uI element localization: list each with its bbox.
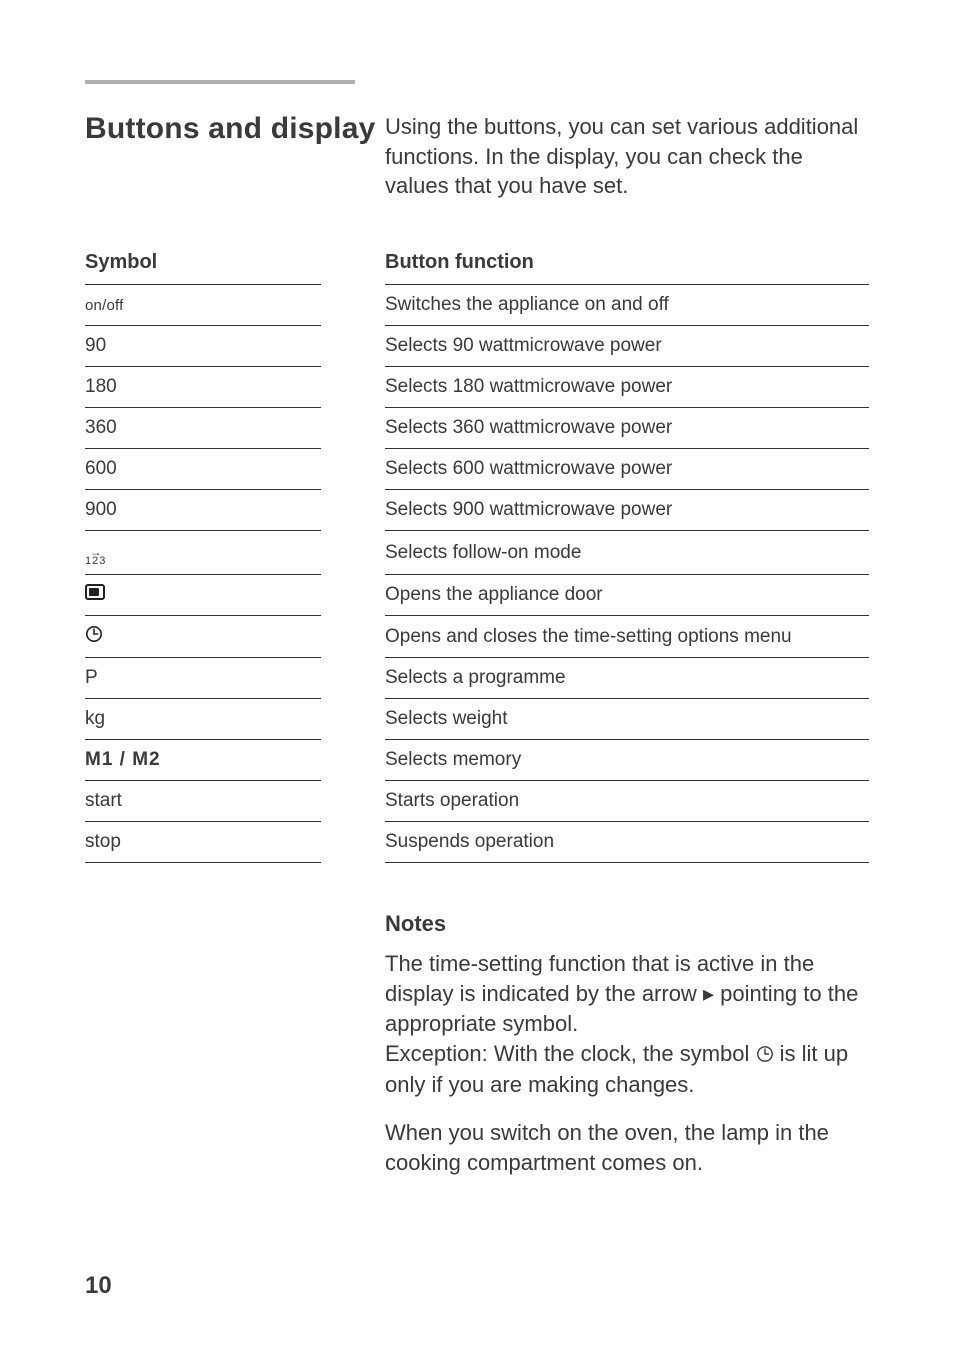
symbol-cell: M1 / M2 bbox=[85, 740, 385, 781]
door-icon bbox=[85, 584, 105, 606]
symbol-cell: 360 bbox=[85, 408, 385, 449]
page-number: 10 bbox=[85, 1272, 112, 1300]
table-row: kg Selects weight bbox=[85, 699, 869, 740]
symbol-cell: 600 bbox=[85, 449, 385, 490]
function-cell: Opens and closes the time-setting option… bbox=[385, 616, 869, 658]
function-cell: Selects a programme bbox=[385, 658, 869, 699]
function-cell: Starts operation bbox=[385, 781, 869, 822]
onoff-label: on/off bbox=[85, 297, 123, 314]
manual-page: Buttons and display Using the buttons, y… bbox=[0, 0, 954, 1352]
function-cell: Opens the appliance door bbox=[385, 575, 869, 616]
power-number: 90 bbox=[85, 335, 106, 356]
symbol-cell: 900 bbox=[85, 490, 385, 531]
function-cell: Suspends operation bbox=[385, 822, 869, 863]
symbol-cell: kg bbox=[85, 699, 385, 740]
clock-icon bbox=[85, 625, 103, 649]
notes-heading: Notes bbox=[385, 911, 869, 937]
power-number: 180 bbox=[85, 376, 117, 397]
symbol-cell: 180 bbox=[85, 367, 385, 408]
arrow-icon: ▸ bbox=[703, 981, 714, 1006]
function-cell: Switches the appliance on and off bbox=[385, 285, 869, 326]
function-cell: Selects 900 wattmicrowave power bbox=[385, 490, 869, 531]
table-row: 90 Selects 90 wattmicrowave power bbox=[85, 326, 869, 367]
symbol-text: start bbox=[85, 790, 122, 811]
function-cell: Selects 600 wattmicrowave power bbox=[385, 449, 869, 490]
weight-symbol: kg bbox=[85, 708, 105, 729]
power-number: 600 bbox=[85, 458, 117, 479]
table-row: start Starts operation bbox=[85, 781, 869, 822]
power-number: 360 bbox=[85, 417, 117, 438]
table-row: →123 Selects follow-on mode bbox=[85, 531, 869, 575]
section-rule bbox=[85, 80, 355, 84]
notes-paragraph-1: The time-setting function that is active… bbox=[385, 949, 869, 1099]
symbol-cell: P bbox=[85, 658, 385, 699]
symbol-cell: →123 bbox=[85, 531, 385, 575]
symbol-cell bbox=[85, 616, 385, 658]
table-header-symbol: Symbol bbox=[85, 245, 385, 285]
table-row: M1 / M2 Selects memory bbox=[85, 740, 869, 781]
clock-icon bbox=[756, 1041, 774, 1071]
function-cell: Selects memory bbox=[385, 740, 869, 781]
follow-on-icon: →123 bbox=[85, 548, 106, 566]
table-row: on/off Switches the appliance on and off bbox=[85, 285, 869, 326]
symbol-cell: stop bbox=[85, 822, 385, 863]
table-row: 360 Selects 360 wattmicrowave power bbox=[85, 408, 869, 449]
notes-row: Notes The time-setting function that is … bbox=[85, 863, 869, 1195]
table-row: 600 Selects 600 wattmicrowave power bbox=[85, 449, 869, 490]
table-header-function: Button function bbox=[385, 245, 869, 285]
function-cell: Selects 180 wattmicrowave power bbox=[385, 367, 869, 408]
function-cell: Selects follow-on mode bbox=[385, 531, 869, 575]
buttons-table: Symbol Button function on/off Switches th… bbox=[85, 245, 869, 863]
memory-symbol: M1 / M2 bbox=[85, 749, 161, 770]
table-row: P Selects a programme bbox=[85, 658, 869, 699]
symbol-cell: 90 bbox=[85, 326, 385, 367]
symbol-text: stop bbox=[85, 831, 121, 852]
heading-row: Buttons and display Using the buttons, y… bbox=[85, 112, 869, 231]
function-cell: Selects 360 wattmicrowave power bbox=[385, 408, 869, 449]
programme-symbol: P bbox=[85, 667, 98, 688]
intro-paragraph: Using the buttons, you can set various a… bbox=[385, 112, 869, 201]
power-number: 900 bbox=[85, 499, 117, 520]
notes-text: Exception: With the clock, the symbol bbox=[385, 1041, 756, 1066]
symbol-cell bbox=[85, 575, 385, 616]
symbol-cell: start bbox=[85, 781, 385, 822]
function-cell: Selects 90 wattmicrowave power bbox=[385, 326, 869, 367]
table-row: Opens and closes the time-setting option… bbox=[85, 616, 869, 658]
table-row: Opens the appliance door bbox=[85, 575, 869, 616]
function-cell: Selects weight bbox=[385, 699, 869, 740]
notes-paragraph-2: When you switch on the oven, the lamp in… bbox=[385, 1118, 869, 1177]
table-row: 180 Selects 180 wattmicrowave power bbox=[85, 367, 869, 408]
symbol-cell: on/off bbox=[85, 285, 385, 326]
table-row: 900 Selects 900 wattmicrowave power bbox=[85, 490, 869, 531]
table-row: stop Suspends operation bbox=[85, 822, 869, 863]
section-heading: Buttons and display bbox=[85, 112, 385, 146]
